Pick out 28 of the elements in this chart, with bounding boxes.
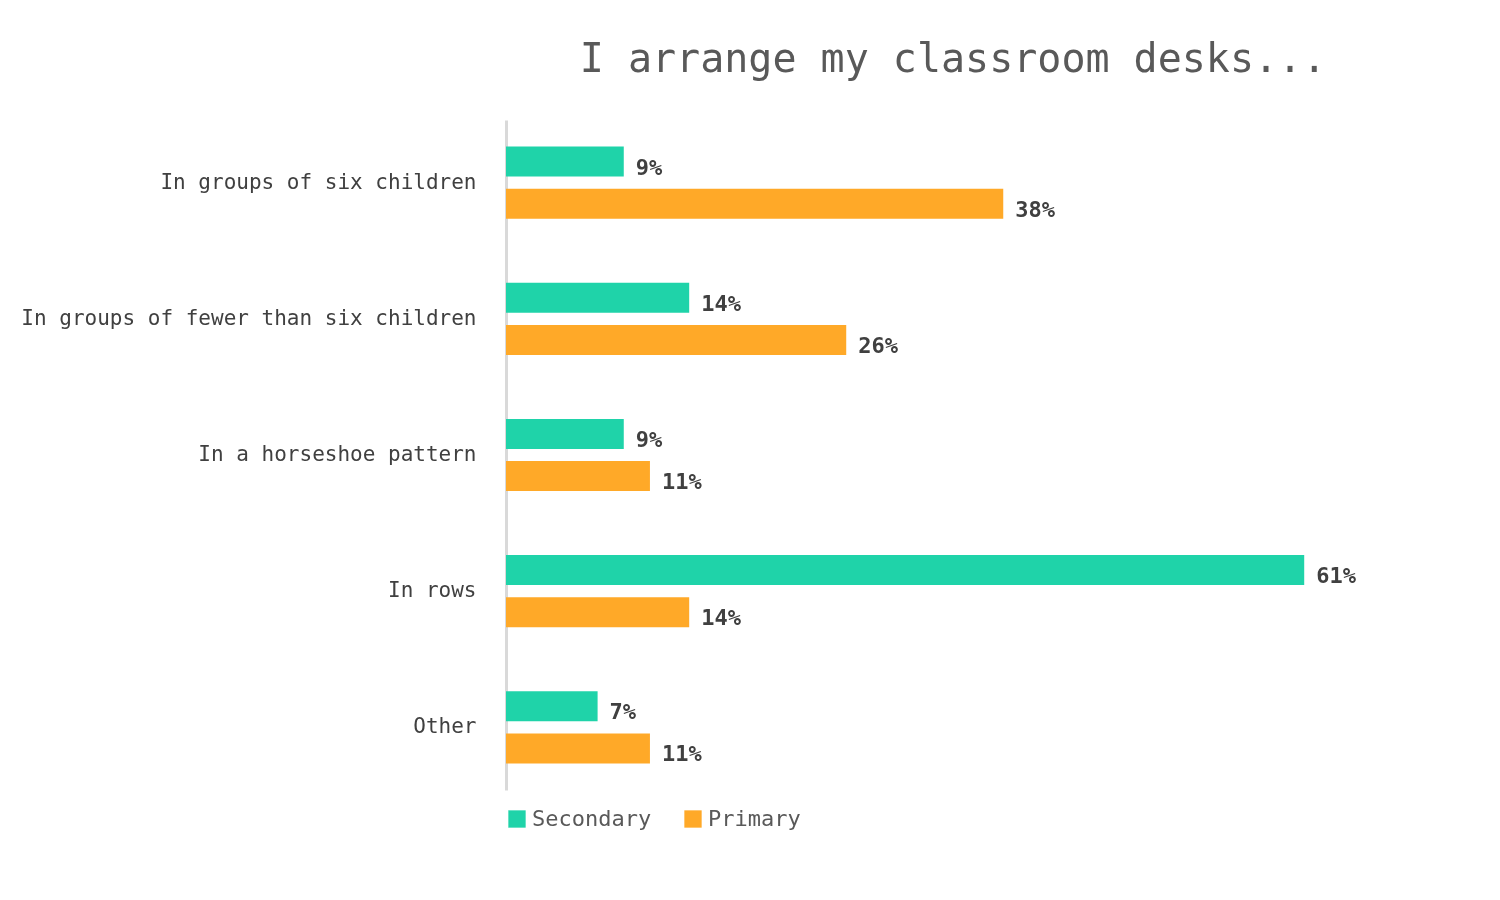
bar: [506, 555, 1305, 586]
legend-label: Secondary: [532, 806, 652, 831]
bar: [506, 733, 650, 764]
bar: [506, 691, 598, 722]
legend-label: Primary: [708, 806, 801, 831]
data-label: 14%: [701, 290, 742, 316]
y-tick-label: In groups of fewer than six children: [21, 305, 477, 330]
data-label: 11%: [661, 741, 703, 767]
bar: [506, 324, 847, 355]
data-label: 38%: [1015, 196, 1056, 222]
data-label: 11%: [661, 469, 703, 495]
chart-title: I arrange my classroom desks...: [579, 35, 1327, 81]
y-tick-label: Other: [413, 714, 477, 739]
data-label: 7%: [609, 699, 637, 725]
bar: [506, 418, 624, 449]
bar: [506, 597, 690, 628]
data-label: 26%: [858, 332, 899, 358]
bar: [506, 461, 650, 492]
bar: [506, 188, 1004, 219]
y-tick-label: In rows: [387, 578, 477, 603]
data-label: 9%: [635, 426, 664, 452]
y-tick-label: In groups of six children: [160, 169, 477, 194]
bar: [506, 146, 624, 177]
data-label: 61%: [1316, 563, 1357, 589]
data-label: 9%: [635, 154, 664, 180]
bar: [506, 282, 690, 313]
y-tick-label: In a horseshoe pattern: [198, 442, 477, 466]
data-label: 14%: [701, 605, 742, 631]
